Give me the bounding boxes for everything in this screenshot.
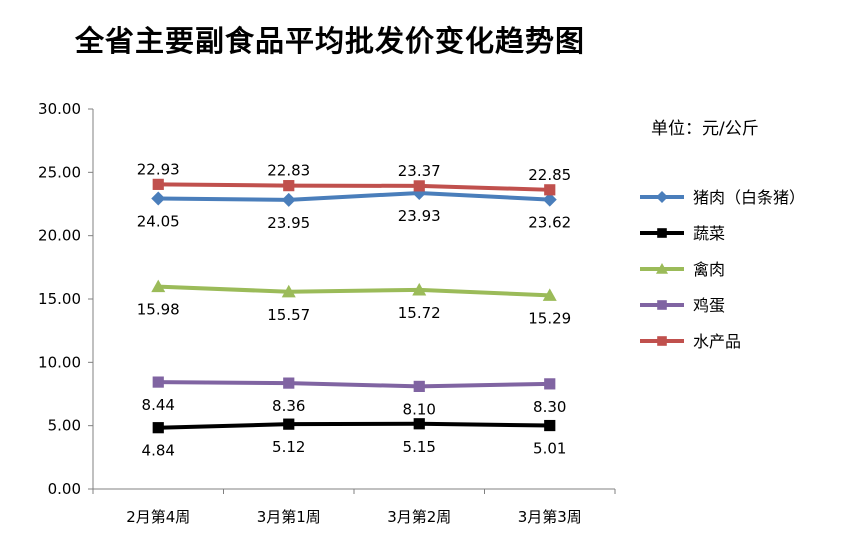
series-layer	[151, 178, 557, 434]
data-label: 23.93	[398, 207, 441, 225]
data-point	[283, 418, 295, 430]
legend-label: 鸡蛋	[693, 296, 725, 315]
data-point	[412, 282, 427, 296]
data-label: 5.12	[272, 438, 305, 456]
chart-axes: 0.00 5.00 10.00 15.00 20.00 25.00 30.00 2月第4周 3月…	[38, 100, 616, 526]
legend-label: 水产品	[693, 332, 741, 351]
series-line	[158, 421, 550, 430]
legend-item[interactable]: 禽肉	[640, 260, 725, 279]
data-label: 23.62	[528, 214, 571, 232]
legend-item[interactable]: 鸡蛋	[640, 296, 725, 315]
data-label: 22.83	[267, 162, 310, 180]
series-line	[158, 284, 550, 298]
series-line	[158, 182, 550, 192]
data-point	[542, 192, 557, 207]
legend-item[interactable]: 猪肉（白条猪）	[640, 188, 805, 207]
series-4	[152, 178, 556, 196]
data-point	[281, 284, 296, 298]
data-label: 5.01	[533, 440, 566, 458]
data-label: 22.85	[528, 166, 571, 184]
legend-marker	[657, 228, 667, 238]
data-label: 8.30	[533, 398, 566, 416]
data-point	[413, 180, 425, 192]
data-label: 23.37	[398, 162, 441, 180]
data-point	[544, 419, 556, 432]
data-point	[413, 418, 425, 430]
data-point	[283, 180, 295, 192]
series-2	[151, 279, 557, 301]
y-tick-label: 10.00	[38, 353, 81, 371]
data-point	[283, 377, 295, 389]
x-tick-label: 2月第4周	[126, 508, 190, 526]
series-3	[152, 376, 556, 392]
y-tick-label: 20.00	[38, 227, 81, 245]
data-label: 15.72	[398, 304, 441, 322]
x-tick-label: 3月第2周	[387, 508, 451, 526]
legend-item[interactable]: 蔬菜	[640, 224, 725, 243]
x-tick-label: 3月第3周	[518, 508, 582, 526]
x-tick-label: 3月第1周	[257, 508, 321, 526]
legend-item[interactable]: 水产品	[640, 332, 741, 351]
data-point	[544, 378, 556, 390]
unit-label: 单位：元/公斤	[651, 119, 759, 139]
data-labels-layer: 24.05 23.95 23.93 23.62 4.84 5.12 5.15 5.01 15.9…	[137, 160, 571, 459]
data-point	[542, 288, 557, 301]
data-label: 15.98	[137, 301, 180, 319]
data-label: 5.15	[403, 438, 436, 456]
data-point	[152, 178, 164, 190]
data-label: 8.44	[142, 396, 175, 414]
series-0	[151, 185, 557, 207]
y-tick-label: 15.00	[38, 290, 81, 308]
data-label: 22.93	[137, 160, 180, 178]
y-tick-label: 5.00	[48, 417, 81, 435]
series-1	[152, 418, 556, 434]
data-label: 8.10	[403, 400, 436, 418]
data-point	[281, 192, 296, 207]
series-line	[158, 380, 550, 389]
data-point	[152, 422, 164, 434]
y-tick-label: 0.00	[48, 480, 81, 498]
y-tick-label: 30.00	[38, 100, 81, 118]
legend-marker	[657, 300, 667, 310]
legend-label: 蔬菜	[693, 224, 725, 243]
data-label: 24.05	[137, 213, 180, 231]
y-tick-label: 25.00	[38, 163, 81, 181]
data-label: 8.36	[272, 397, 305, 415]
legend-marker	[656, 263, 668, 274]
data-point	[544, 184, 556, 196]
legend-label: 禽肉	[693, 260, 725, 279]
legend-marker	[656, 191, 668, 203]
data-label: 15.29	[528, 309, 571, 327]
data-label: 23.95	[267, 214, 310, 232]
data-point	[151, 191, 166, 206]
data-point	[152, 376, 164, 388]
chart-title: 全省主要副食品平均批发价变化趋势图	[75, 24, 586, 58]
legend-marker	[657, 336, 667, 346]
data-label: 4.84	[142, 442, 175, 460]
legend-label: 猪肉（白条猪）	[693, 188, 805, 207]
series-line	[158, 190, 550, 202]
data-point	[151, 279, 166, 293]
data-point	[413, 380, 425, 392]
data-label: 15.57	[267, 306, 310, 324]
